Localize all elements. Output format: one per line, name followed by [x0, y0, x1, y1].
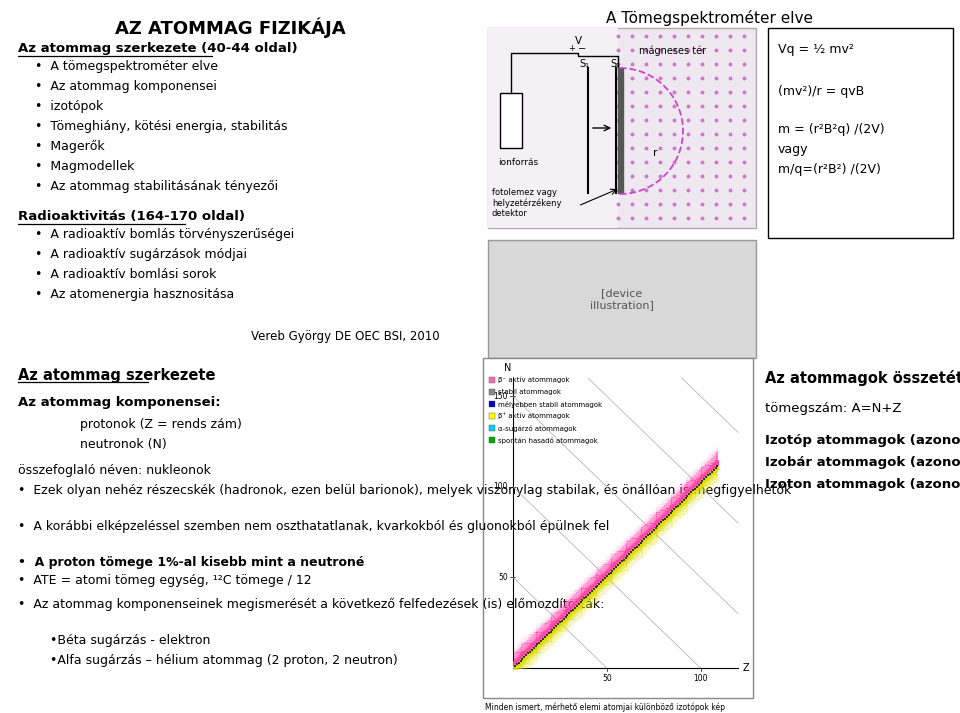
- Text: mágneses tér: mágneses tér: [639, 46, 707, 56]
- Text: •  ATE = atomi tömeg egység, ¹²C tömege / 12: • ATE = atomi tömeg egység, ¹²C tömege /…: [18, 574, 312, 587]
- Text: ionforrás: ionforrás: [498, 158, 539, 167]
- Text: •Alfa sugárzás – hélium atommag (2 proton, 2 neutron): •Alfa sugárzás – hélium atommag (2 proto…: [50, 654, 397, 667]
- Text: Vereb György DE OEC BSI, 2010: Vereb György DE OEC BSI, 2010: [252, 330, 440, 343]
- Text: 100: 100: [493, 482, 508, 491]
- Text: [device
illustration]: [device illustration]: [590, 288, 654, 310]
- Bar: [488, 28, 756, 228]
- Text: Z: Z: [743, 663, 750, 673]
- Text: Izoton atommagok (azonos neutronszám): Izoton atommagok (azonos neutronszám): [765, 478, 960, 491]
- Text: neutronok (N): neutronok (N): [80, 438, 167, 451]
- Text: S₁: S₁: [579, 59, 589, 69]
- Text: •  Tömeghiány, kötési energia, stabilitás: • Tömeghiány, kötési energia, stabilitás: [35, 120, 287, 133]
- Text: •  Az atommag komponenseinek megismerését a következő felfedezések (is) előmozdí: • Az atommag komponenseinek megismerését…: [18, 598, 605, 611]
- Text: •  Magmodellek: • Magmodellek: [35, 160, 134, 173]
- Bar: [618, 68, 623, 193]
- Text: spontán hasadó atommagok: spontán hasadó atommagok: [498, 436, 598, 443]
- Text: Az atommag szerkezete (40-44 oldal): Az atommag szerkezete (40-44 oldal): [18, 42, 298, 55]
- Text: Izotóp atommagok (azonos protonszám): Izotóp atommagok (azonos protonszám): [765, 434, 960, 447]
- Bar: [488, 240, 756, 358]
- Text: Minden ismert, mérhető elemi atomjai különböző izotópok kép: Minden ismert, mérhető elemi atomjai kül…: [485, 702, 725, 712]
- Text: N: N: [504, 363, 512, 373]
- Text: •  A proton tömege 1%-al kisebb mint a neutroné: • A proton tömege 1%-al kisebb mint a ne…: [18, 556, 365, 569]
- Text: AZ ATOMMAG FIZIKÁJA: AZ ATOMMAG FIZIKÁJA: [114, 18, 346, 39]
- Text: •Béta sugárzás - elektron: •Béta sugárzás - elektron: [50, 634, 210, 647]
- Text: 100: 100: [693, 674, 708, 683]
- Text: Izobár atommagok (azonos tömegszám): Izobár atommagok (azonos tömegszám): [765, 456, 960, 469]
- Bar: [483, 358, 753, 698]
- Text: •  izotópok: • izotópok: [35, 100, 104, 113]
- Text: •  A radioaktív sugárzások módjai: • A radioaktív sugárzások módjai: [35, 248, 247, 261]
- Text: •  Ezek olyan nehéz részecskék (hadronok, ezen belül barionok), melyek viszonyla: • Ezek olyan nehéz részecskék (hadronok,…: [18, 484, 791, 497]
- Text: Radioaktivitás (164-170 oldal): Radioaktivitás (164-170 oldal): [18, 210, 245, 223]
- Text: •  A korábbi elképzeléssel szemben nem oszthatatlanak, kvarkokból és gluonokból : • A korábbi elképzeléssel szemben nem os…: [18, 520, 610, 533]
- Text: •  Az atommag komponensei: • Az atommag komponensei: [35, 80, 217, 93]
- Text: Az atommag szerkezete: Az atommag szerkezete: [18, 368, 215, 383]
- Text: •  A radioaktív bomlási sorok: • A radioaktív bomlási sorok: [35, 268, 216, 281]
- Text: A Tömegspektrométer elve: A Tömegspektrométer elve: [607, 10, 813, 26]
- Text: protonok (Z = rends zám): protonok (Z = rends zám): [80, 418, 242, 431]
- Text: vagy: vagy: [778, 143, 808, 156]
- Text: β⁺ aktív atommagok: β⁺ aktív atommagok: [498, 413, 569, 419]
- Text: Az atommagok összetétele, izotópok: Az atommagok összetétele, izotópok: [765, 370, 960, 386]
- Text: Az atommag komponensei:: Az atommag komponensei:: [18, 396, 221, 409]
- Text: S₂: S₂: [610, 59, 620, 69]
- Text: +: +: [568, 44, 575, 53]
- Bar: [500, 93, 522, 148]
- Text: •  Az atomenergia hasznositása: • Az atomenergia hasznositása: [35, 288, 234, 301]
- Text: •  Az atommag stabilitásának tényezői: • Az atommag stabilitásának tényezői: [35, 180, 278, 193]
- Bar: [488, 28, 618, 228]
- Text: m/q=(r²B²) /(2V): m/q=(r²B²) /(2V): [778, 163, 881, 176]
- Text: •  Magerők: • Magerők: [35, 140, 105, 153]
- Text: m = (r²B²q) /(2V): m = (r²B²q) /(2V): [778, 123, 884, 136]
- Text: mélyebben stabil atommagok: mélyebben stabil atommagok: [498, 401, 602, 408]
- Text: 50: 50: [498, 573, 508, 582]
- Text: Vq = ½ mv²: Vq = ½ mv²: [778, 43, 853, 56]
- Text: 50: 50: [602, 674, 612, 683]
- Text: fotolemez vagy
helyzetérzékeny
detektor: fotolemez vagy helyzetérzékeny detektor: [492, 188, 562, 218]
- Text: r: r: [653, 148, 658, 158]
- Bar: [768, 28, 953, 238]
- Text: •  A tömegspektrométer elve: • A tömegspektrométer elve: [35, 60, 218, 73]
- Text: stabil atommagok: stabil atommagok: [498, 389, 561, 395]
- Text: •  A radioaktív bomlás törvényszerűségei: • A radioaktív bomlás törvényszerűségei: [35, 228, 295, 241]
- Text: α-sugárzó atommagok: α-sugárzó atommagok: [498, 424, 577, 431]
- Text: −: −: [578, 44, 586, 54]
- Text: tömegszám: A=N+Z: tömegszám: A=N+Z: [765, 402, 901, 415]
- Text: β⁻ aktív atommagok: β⁻ aktív atommagok: [498, 376, 569, 384]
- Text: összefoglaló néven: nukleonok: összefoglaló néven: nukleonok: [18, 464, 211, 477]
- Text: 150: 150: [493, 391, 508, 401]
- Text: (mv²)/r = qvB: (mv²)/r = qvB: [778, 85, 864, 98]
- Text: V: V: [574, 36, 582, 46]
